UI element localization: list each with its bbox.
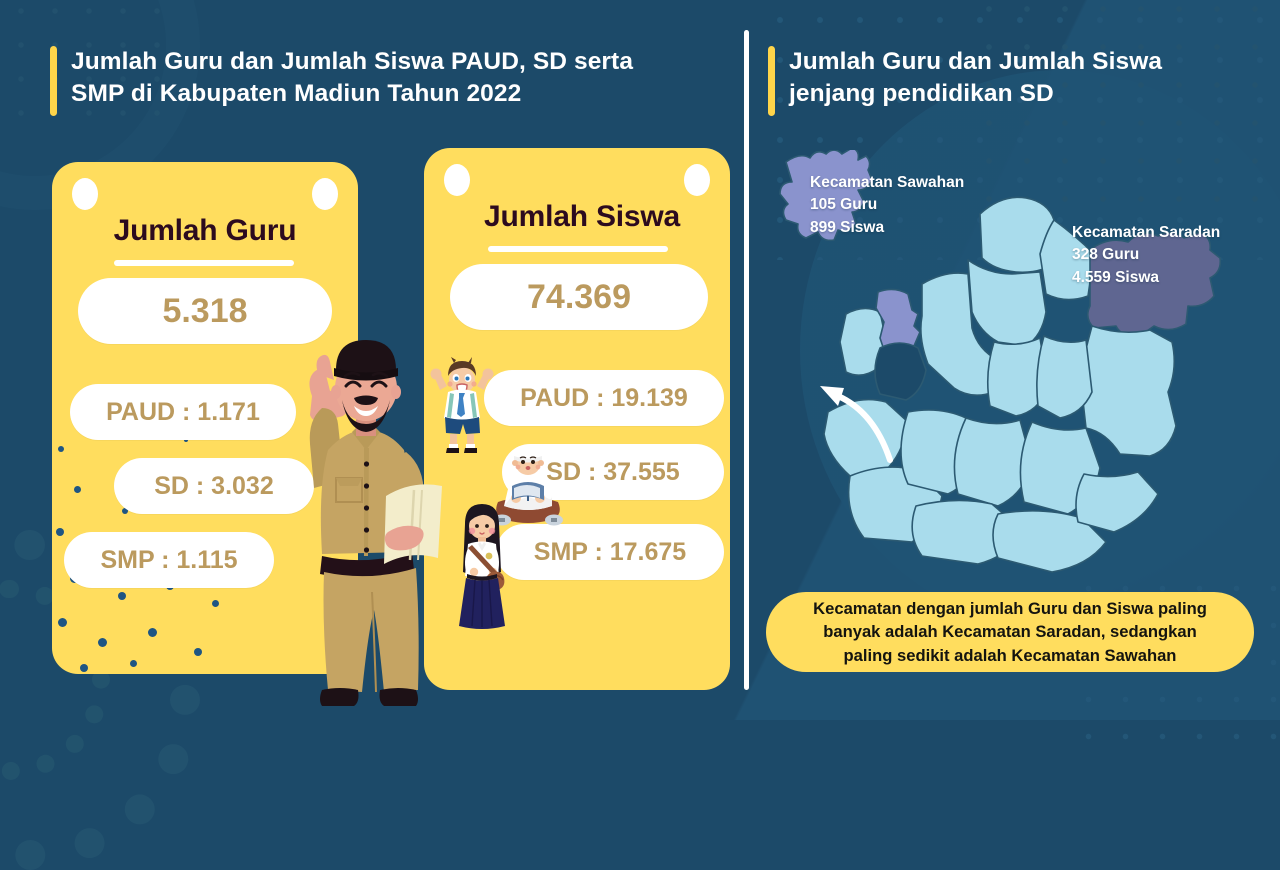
map-label-sawahan-name: Kecamatan Sawahan: [810, 174, 965, 191]
left-title-line-2: SMP di Kabupaten Madiun Tahun 2022: [71, 80, 522, 108]
card-siswa-heading: Jumlah Siswa: [483, 200, 680, 233]
card-punch-hole-left: [72, 178, 98, 210]
card-heading-underline: [114, 260, 294, 266]
map-label-sawahan-students: 899 Siswa: [810, 218, 885, 236]
map-district-southeast[interactable]: [1075, 471, 1159, 533]
student-boy-cheering-illustration: [430, 357, 494, 453]
map-district-dark[interactable]: [874, 342, 927, 401]
caption-line-2: banyak adalah Kecamatan Saradan, sedangk…: [823, 622, 1197, 642]
map-district-north-east[interactable]: [1039, 219, 1095, 301]
map-district-southwest[interactable]: [823, 398, 909, 477]
map-label-saradan: Kecamatan Saradan 328 Guru 4.559 Siswa: [1072, 222, 1220, 289]
student-girl-illustration: [459, 504, 505, 629]
map-svg[interactable]: [762, 150, 1270, 582]
siswa-total-value: 74.369: [450, 264, 708, 330]
card-punch-hole-right: [312, 178, 338, 210]
map-label-sawahan-teachers: 105 Guru: [810, 196, 878, 214]
map-label-sawahan: Kecamatan Sawahan 105 Guru 899 Siswa: [810, 172, 964, 239]
map-callout-arrow: [820, 386, 893, 463]
panel-divider: [744, 30, 749, 690]
map-district-south-3[interactable]: [953, 417, 1033, 507]
card-guru-heading: Jumlah Guru: [113, 214, 297, 247]
card-heading-underline: [488, 246, 668, 252]
caption-line-3: paling sedikit adalah Kecamatan Sawahan: [843, 645, 1177, 665]
map-label-saradan-students: 4.559 Siswa: [1072, 268, 1160, 286]
right-title-line-2: jenjang pendidikan SD: [789, 80, 1054, 108]
guru-total-value: 5.318: [78, 278, 332, 344]
guru-row-paud: PAUD : 1.171: [70, 384, 296, 440]
map-district-sawahan-callout[interactable]: [779, 150, 873, 242]
teacher-illustration: [309, 340, 442, 706]
card-punch-hole-left: [444, 164, 470, 196]
stat-card-jumlah-guru: Jumlah Guru 5.318 PAUD : 1.171 SD : 3.03…: [52, 162, 358, 674]
map-kabupaten-madiun[interactable]: [762, 150, 1270, 582]
map-caption-box: Kecamatan dengan jumlah Guru dan Siswa p…: [766, 592, 1254, 672]
title-accent-bar: [50, 46, 57, 116]
guru-row-smp: SMP : 1.115: [64, 532, 274, 588]
caption-line-1: Kecamatan dengan jumlah Guru dan Siswa p…: [813, 598, 1207, 618]
left-title-line-1: Jumlah Guru dan Jumlah Siswa PAUD, SD se…: [71, 48, 634, 75]
background-dots-top-left: [0, 0, 170, 130]
map-label-saradan-teachers: 328 Guru: [1072, 246, 1140, 264]
card-punch-hole-right: [684, 164, 710, 196]
guru-row-sd: SD : 3.032: [114, 458, 314, 514]
left-panel-title: Jumlah Guru dan Jumlah Siswa PAUD, SD se…: [50, 46, 710, 116]
right-title-line-1: Jumlah Guru dan Jumlah Siswa: [789, 48, 1163, 75]
siswa-row-paud: PAUD : 19.139: [484, 370, 724, 426]
siswa-row-smp: SMP : 17.675: [496, 524, 724, 580]
map-district-central-1[interactable]: [967, 259, 1047, 347]
map-district-central-4[interactable]: [1036, 335, 1093, 419]
right-panel-title: Jumlah Guru dan Jumlah Siswa jenjang pen…: [768, 46, 1238, 116]
map-district-east[interactable]: [1079, 325, 1177, 457]
map-label-saradan-name: Kecamatan Saradan: [1072, 224, 1221, 241]
map-district-south-6[interactable]: [992, 510, 1107, 573]
title-accent-bar: [768, 46, 775, 116]
map-district-central-3[interactable]: [986, 337, 1049, 417]
